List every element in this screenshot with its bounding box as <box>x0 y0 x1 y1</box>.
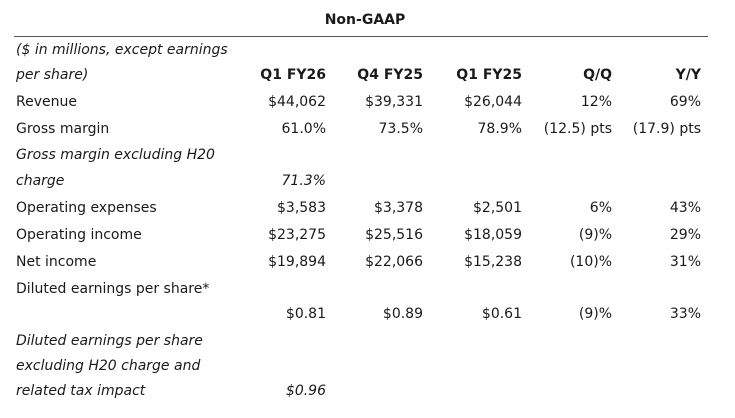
row-label-line1: Gross margin excluding H20 <box>16 147 215 163</box>
table-cell: $22,066 <box>365 254 423 270</box>
table-cell: 29% <box>669 227 701 243</box>
table-cell: $25,516 <box>365 227 423 243</box>
table-cell: 43% <box>669 200 701 216</box>
row-label: Operating expenses <box>16 200 157 216</box>
table-cell: (9)% <box>578 227 612 243</box>
row-label: Revenue <box>16 94 77 110</box>
row-label-line1: Diluted earnings per share <box>16 333 203 349</box>
table-cell: 31% <box>669 254 701 270</box>
table-cell: $15,238 <box>464 254 522 270</box>
table-cell: $23,275 <box>268 227 326 243</box>
table-cell: 71.3% <box>281 173 326 189</box>
row-label: Diluted earnings per share* <box>16 281 210 297</box>
table-cell: $0.89 <box>382 306 423 322</box>
column-header-q4-fy25: Q4 FY25 <box>357 67 423 83</box>
units-note-line1: ($ in millions, except earnings <box>16 42 228 58</box>
column-header-q1-fy26: Q1 FY26 <box>260 67 326 83</box>
column-header-qq: Q/Q <box>583 67 612 83</box>
table-title: Non-GAAP <box>324 12 406 28</box>
table-cell: 6% <box>589 200 612 216</box>
table-cell: 69% <box>669 94 701 110</box>
column-header-yy: Y/Y <box>675 67 701 83</box>
row-label-line2: charge <box>16 173 65 189</box>
table-cell: $0.81 <box>285 306 326 322</box>
table-cell: 73.5% <box>378 121 423 137</box>
table-cell: $39,331 <box>365 94 423 110</box>
table-cell: (17.9) pts <box>632 121 701 137</box>
row-label: Gross margin <box>16 121 110 137</box>
table-cell: (12.5) pts <box>543 121 612 137</box>
table-cell: (9)% <box>578 306 612 322</box>
table-cell: $3,583 <box>277 200 326 216</box>
column-header-q1-fy25: Q1 FY25 <box>456 67 522 83</box>
table-cell: $0.96 <box>285 383 326 399</box>
row-label-line3: related tax impact <box>16 383 146 399</box>
row-label: Net income <box>16 254 97 270</box>
row-label-line2: excluding H20 charge and <box>16 358 201 374</box>
header-rule <box>14 36 708 37</box>
table-cell: 12% <box>580 94 612 110</box>
table-cell: $26,044 <box>464 94 522 110</box>
table-cell: $18,059 <box>464 227 522 243</box>
table-cell: (10)% <box>569 254 612 270</box>
table-cell: 78.9% <box>477 121 522 137</box>
table-cell: $19,894 <box>268 254 326 270</box>
table-cell: $2,501 <box>473 200 522 216</box>
row-label: Operating income <box>16 227 142 243</box>
table-cell: $0.61 <box>481 306 522 322</box>
table-cell: 61.0% <box>281 121 326 137</box>
units-note-line2: per share) <box>16 67 89 83</box>
table-cell: $44,062 <box>268 94 326 110</box>
table-cell: 33% <box>669 306 701 322</box>
table-cell: $3,378 <box>374 200 423 216</box>
